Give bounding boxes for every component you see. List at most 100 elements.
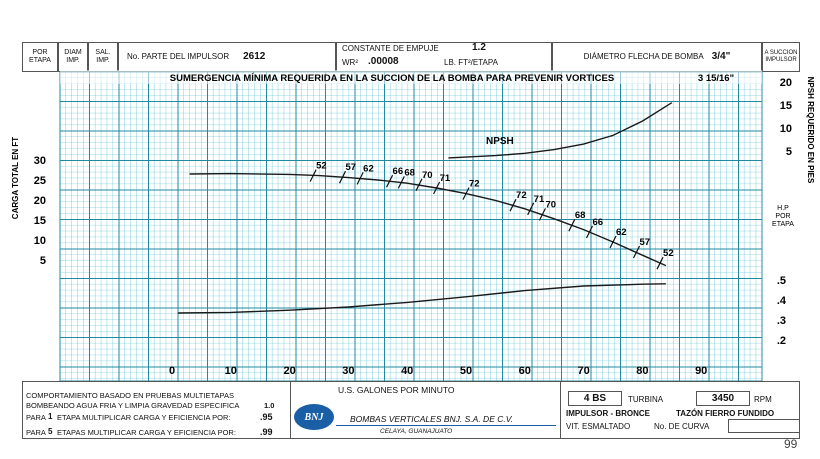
efficiency-label: 66 [393,166,404,177]
y-left-tick-label: 20 [34,195,46,207]
x-tick-label: 30 [342,365,354,377]
wr-value: .00008 [368,56,399,67]
curves [177,102,673,314]
efficiency-tick [568,218,576,232]
x-tick-label: 0 [169,365,175,377]
efficiency-label: 57 [640,237,651,248]
footer-divider-left [290,381,291,439]
y-npsh-tick-label: 20 [780,77,792,89]
efficiency-label: 52 [663,248,674,259]
header-por-etapa: POR ETAPA [22,42,58,72]
efficiency-tick [338,170,347,184]
company-underline [336,425,556,426]
y-left-tick-label: 10 [34,235,46,247]
y-hp-tick-label: .5 [777,275,786,287]
wr-label: WR² [342,58,358,67]
footer-line4-b: ETAPAS MULTIPLICAR CARGA Y EFICIENCIA PO… [57,428,236,437]
tazon-label: TAZÓN FIERRO FUNDIDO [676,409,775,418]
x-tick-label: 70 [577,365,589,377]
footer-frame [22,381,800,439]
vit-label: VIT. ESMALTADO [566,422,631,431]
efficiency-tick [509,198,517,212]
hp-axis-label-1: H.P [777,205,789,212]
efficiency-label: 66 [592,217,603,228]
rpm-label: RPM [754,395,772,404]
efficiency-label: 62 [363,163,374,174]
y-hp-tick-label: .4 [777,295,787,307]
footer-line2: BOMBEANDO AGUA FRIA Y LIMPIA GRAVEDAD ES… [26,401,240,410]
efficiency-tick [462,187,470,200]
y-left-tick-label: 15 [34,215,46,227]
head-curve [189,172,667,267]
chart-title-value: 3 15/16" [698,73,734,84]
footer-line2-value: 1.0 [264,401,275,410]
x-tick-label: 40 [401,365,413,377]
efficiency-tick [585,225,594,239]
efficiency-tick [356,172,364,185]
y-left-tick-labels: 30 25 20 15 10 5 [34,155,46,267]
footer-line4-value: .99 [260,427,273,437]
footer-divider-right [560,381,561,439]
y-hp-tick-label: .3 [777,315,786,327]
efficiency-tick [656,256,664,270]
y-left-tick-label: 5 [40,255,46,267]
y-hp-tick-label: .2 [777,335,786,347]
efficiency-label: 71 [534,194,545,205]
hp-axis-label-2: POR [775,213,790,220]
efficiency-tick [415,178,423,192]
npsh-curve [448,102,673,159]
y-npsh-tick-labels: 20 15 10 5 [780,77,792,158]
efficiency-tick [538,208,546,221]
y-hp-tick-labels: .5 .4 .3 .2 [777,275,787,347]
efficiency-tick [309,169,317,182]
efficiency-tick [527,202,535,216]
efficiency-label: 62 [616,227,627,238]
wr-units: LB. FT²/ETAPA [444,58,498,67]
x-tick-label: 10 [225,365,237,377]
hp-axis-label-3: ETAPA [772,221,794,228]
y-npsh-tick-label: 15 [780,100,792,112]
efficiency-tick [397,176,405,189]
efficiency-label: 72 [516,190,527,201]
footer-line4-a: PARA [26,428,46,437]
x-axis-label: U.S. GALONES POR MINUTO [338,385,455,395]
x-tick-label: 80 [636,365,648,377]
rpm-box: 3450 [696,391,750,406]
footer-line1: COMPORTAMIENTO BASADO EN PRUEBAS MULTIET… [26,391,234,400]
logo: BNJ [294,404,334,430]
header-corner: A SUCCION IMPULSOR [762,42,800,72]
major-grid [59,71,762,381]
company-city: CELAYA, GUANAJUATO [380,428,453,435]
footer-line3-n: 1 [48,412,53,421]
x-tick-label: 90 [695,365,707,377]
y-left-tick-label: 30 [34,155,46,167]
x-tick-labels: 0 10 20 30 40 50 60 70 80 90 [169,365,707,377]
model-box: 4 BS [568,391,622,406]
y-right-axis-label: NPSH REQUERIDO EN PIES [806,77,815,184]
efficiency-label: 70 [422,170,433,181]
chart-title: SUMERGENCIA MÍNIMA REQUERIDA EN LA SUCCI… [170,73,614,84]
y-npsh-tick-label: 5 [786,146,792,158]
efficiency-label: 68 [404,167,415,178]
impulsor-label: IMPULSOR - BRONCE [566,409,650,418]
title-band [60,70,762,84]
footer-line4-n: 5 [48,427,53,436]
npsh-curve-label: NPSH [486,136,514,147]
y-npsh-tick-label: 10 [780,123,792,135]
empuje-value: 1.2 [472,42,486,53]
y-left-axis-label: CARGA TOTAL EN FT [11,137,20,219]
efficiency-label: 52 [316,161,327,172]
efficiency-tick [632,245,641,259]
footer-line3-b: ETAPA MULTIPLICAR CARGA Y EFICIENCIA POR… [57,413,231,422]
efficiency-label: 57 [346,162,357,173]
efficiency-tick [433,181,441,195]
efficiency-label: 72 [469,179,480,190]
grid-background [59,71,763,382]
page-number: 99 [784,437,798,451]
efficiency-label: 70 [545,199,556,210]
turbina-label: TURBINA [628,395,664,404]
x-tick-label: 20 [283,365,295,377]
efficiency-label: 68 [575,210,586,221]
